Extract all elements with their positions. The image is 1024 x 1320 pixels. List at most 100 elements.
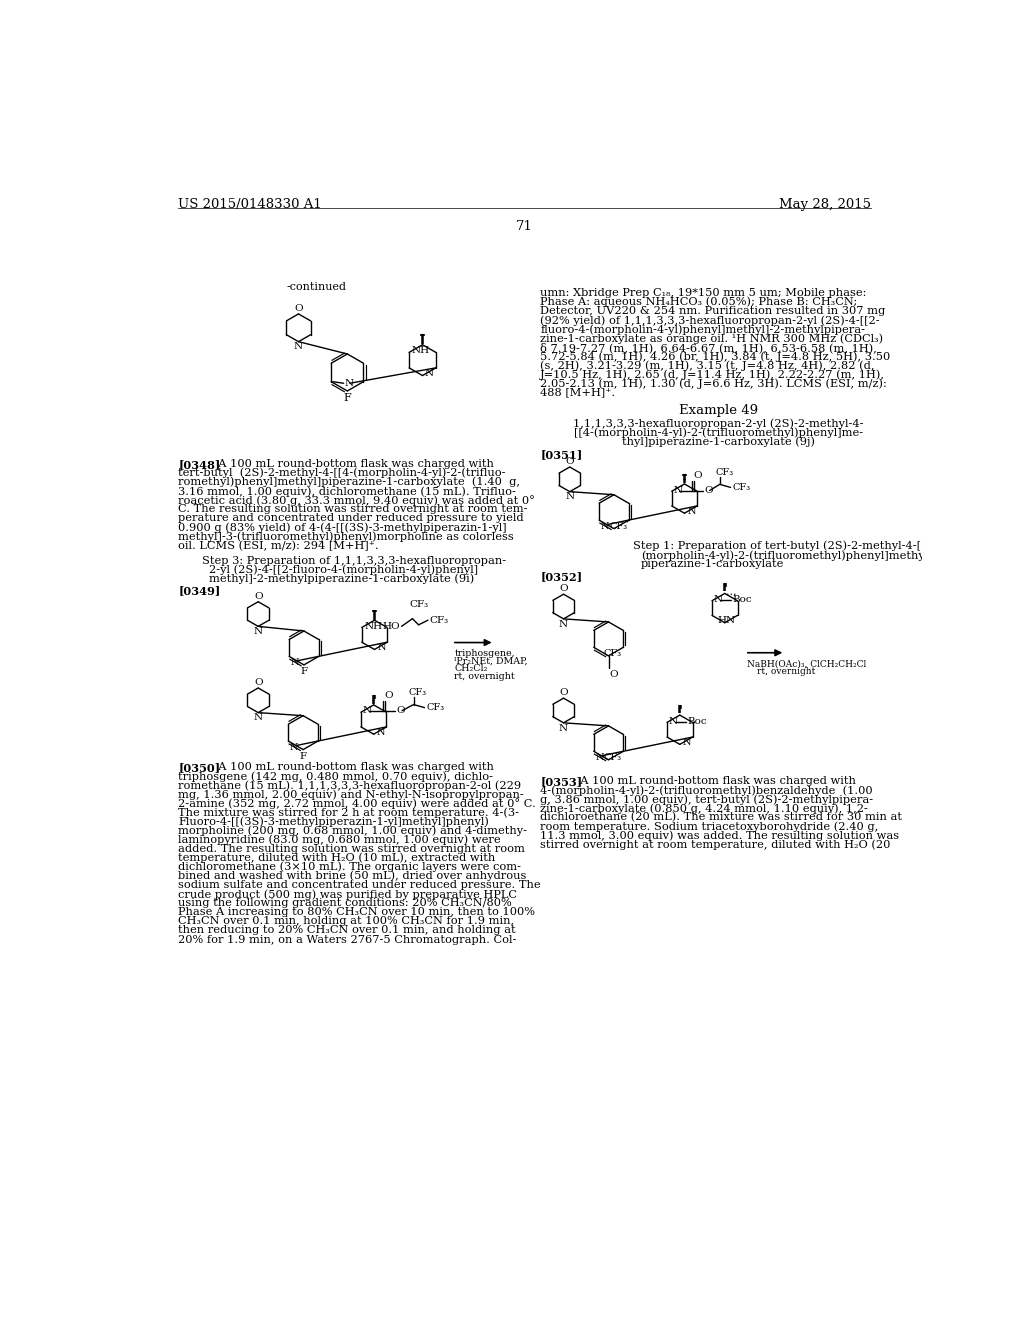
Text: triphosgene,: triphosgene, [455,648,515,657]
Text: umn: Xbridge Prep C₁₈, 19*150 mm 5 um; Mobile phase:: umn: Xbridge Prep C₁₈, 19*150 mm 5 um; M… [541,288,866,298]
Text: F: F [300,752,307,760]
Text: Detector, UV220 & 254 nm. Purification resulted in 307 mg: Detector, UV220 & 254 nm. Purification r… [541,306,886,315]
Text: ...: ... [726,587,737,597]
Text: A 100 mL round-bottom flask was charged with: A 100 mL round-bottom flask was charged … [572,776,856,785]
Text: 2-amine (352 mg, 2.72 mmol, 4.00 equiv) were added at 0° C.: 2-amine (352 mg, 2.72 mmol, 4.00 equiv) … [178,799,537,809]
Text: O: O [559,585,568,594]
Text: N: N [595,752,604,762]
Text: CH₂Cl₂: CH₂Cl₂ [455,664,487,673]
Text: -continued: -continued [287,281,347,292]
Text: May 28, 2015: May 28, 2015 [779,198,871,211]
Text: 0.900 g (83% yield) of 4-(4-[[(3S)-3-methylpiperazin-1-yl]: 0.900 g (83% yield) of 4-(4-[[(3S)-3-met… [178,523,507,533]
Text: triphosgene (142 mg, 0.480 mmol, 0.70 equiv), dichlo-: triphosgene (142 mg, 0.480 mmol, 0.70 eq… [178,771,494,781]
Text: N: N [673,486,682,495]
Text: Boc: Boc [732,595,752,605]
Text: (s, 2H), 3.21-3.29 (m, 1H), 3.15 (t, J=4.8 Hz, 4H), 2.82 (d,: (s, 2H), 3.21-3.29 (m, 1H), 3.15 (t, J=4… [541,360,874,371]
Text: methyl]-3-(trifluoromethyl)phenyl)morpholine as colorless: methyl]-3-(trifluoromethyl)phenyl)morpho… [178,532,514,543]
Text: thyl]piperazine-1-carboxylate (9j): thyl]piperazine-1-carboxylate (9j) [622,437,815,447]
Text: CF₃: CF₃ [715,467,733,477]
Text: dichloroethane (20 mL). The mixture was stirred for 30 min at: dichloroethane (20 mL). The mixture was … [541,812,902,822]
Text: room temperature. Sodium triacetoxyborohydride (2.40 g,: room temperature. Sodium triacetoxyboroh… [541,821,879,832]
Text: 5.72-5.84 (m, 1H), 4.26 (br, 1H), 3.84 (t, J=4.8 Hz, 5H), 3.50: 5.72-5.84 (m, 1H), 4.26 (br, 1H), 3.84 (… [541,351,891,362]
Text: O: O [609,669,617,678]
Text: sodium sulfate and concentrated under reduced pressure. The: sodium sulfate and concentrated under re… [178,880,541,890]
Text: stirred overnight at room temperature, diluted with H₂O (20: stirred overnight at room temperature, d… [541,840,891,850]
Text: 2.05-2.13 (m, 1H), 1.30 (d, J=6.6 Hz, 3H). LCMS (ESI, m/z):: 2.05-2.13 (m, 1H), 1.30 (d, J=6.6 Hz, 3H… [541,379,887,389]
Text: g, 3.86 mmol, 1.00 equiv), tert-butyl (2S)-2-methylpipera-: g, 3.86 mmol, 1.00 equiv), tert-butyl (2… [541,795,873,805]
Text: CF₃: CF₃ [603,752,622,762]
Text: [0351]: [0351] [541,449,583,459]
Text: fluoro-4-(morpholin-4-yl)phenyl]methyl]-2-methylpipera-: fluoro-4-(morpholin-4-yl)phenyl]methyl]-… [541,325,865,335]
Text: perature and concentrated under reduced pressure to yield: perature and concentrated under reduced … [178,513,524,523]
Text: O: O [565,457,574,466]
Text: then reducing to 20% CH₃CN over 0.1 min, and holding at: then reducing to 20% CH₃CN over 0.1 min,… [178,925,516,936]
Text: O: O [705,486,713,495]
Text: N: N [425,368,433,378]
Text: N: N [565,492,574,502]
Text: N: N [291,657,299,667]
Text: NH: NH [412,346,429,355]
Text: 2-yl (2S)-4-[[2-fluoro-4-(morpholin-4-yl)phenyl]: 2-yl (2S)-4-[[2-fluoro-4-(morpholin-4-yl… [209,565,478,576]
Text: N: N [559,619,568,628]
Text: tert-butyl  (2S)-2-methyl-4-[[4-(morpholin-4-yl)-2-(trifluo-: tert-butyl (2S)-2-methyl-4-[[4-(morpholi… [178,467,506,478]
Text: [0352]: [0352] [541,572,583,582]
Text: 1,1,1,3,3,3-hexafluoropropan-2-yl (2S)-2-methyl-4-: 1,1,1,3,3,3-hexafluoropropan-2-yl (2S)-2… [573,418,864,429]
Text: N: N [294,342,303,351]
Text: CF₃: CF₃ [409,601,428,610]
Text: O: O [254,678,262,688]
Text: N: N [601,521,609,531]
Text: N: N [362,706,372,715]
Text: A 100 mL round-bottom flask was charged with: A 100 mL round-bottom flask was charged … [211,459,494,469]
Text: [0349]: [0349] [178,585,220,595]
Text: added. The resulting solution was stirred overnight at room: added. The resulting solution was stirre… [178,843,525,854]
Text: CF₃: CF₃ [603,649,622,657]
Text: [0350]: [0350] [178,762,220,774]
Text: Step 1: Preparation of tert-butyl (2S)-2-methyl-4-[[4-: Step 1: Preparation of tert-butyl (2S)-2… [633,541,937,552]
Text: mg, 1.36 mmol, 2.00 equiv) and N-ethyl-N-isopropylpropan-: mg, 1.36 mmol, 2.00 equiv) and N-ethyl-N… [178,789,524,800]
Text: romethyl)phenyl]methyl]piperazine-1-carboxylate  (1.40  g,: romethyl)phenyl]methyl]piperazine-1-carb… [178,477,520,487]
Text: bined and washed with brine (50 mL), dried over anhydrous: bined and washed with brine (50 mL), dri… [178,871,526,882]
Text: CF₃: CF₃ [609,521,627,531]
Text: N: N [377,727,385,737]
Text: oil. LCMS (ESI, m/z): 294 [M+H]⁺.: oil. LCMS (ESI, m/z): 294 [M+H]⁺. [178,540,379,550]
Text: N: N [254,627,263,636]
Text: J=10.5 Hz, 1H), 2.65 (d, J=11.4 Hz, 1H), 2.22-2.27 (m, 1H),: J=10.5 Hz, 1H), 2.65 (d, J=11.4 Hz, 1H),… [541,370,886,380]
Text: NH: NH [364,622,382,631]
Text: O: O [294,304,303,313]
Text: [0353]: [0353] [541,776,583,787]
Text: F: F [300,667,307,676]
Text: A 100 mL round-bottom flask was charged with: A 100 mL round-bottom flask was charged … [211,762,494,772]
Text: 488 [M+H]⁺.: 488 [M+H]⁺. [541,388,615,397]
Text: 3.16 mmol, 1.00 equiv), dichloromethane (15 mL). Trifluo-: 3.16 mmol, 1.00 equiv), dichloromethane … [178,486,516,496]
Text: N: N [559,723,568,733]
Text: Boc: Boc [687,717,707,726]
Text: N: N [290,743,298,751]
Text: romethane (15 mL). 1,1,1,3,3,3-hexafluoropropan-2-ol (229: romethane (15 mL). 1,1,1,3,3,3-hexafluor… [178,780,521,791]
Text: crude product (500 mg) was purified by preparative HPLC: crude product (500 mg) was purified by p… [178,890,517,900]
Text: [[4-(morpholin-4-yl)-2-(trifluoromethyl)phenyl]me-: [[4-(morpholin-4-yl)-2-(trifluoromethyl)… [574,428,863,438]
Text: Phase A: aqueous NH₄HCO₃ (0.05%); Phase B: CH₃CN;: Phase A: aqueous NH₄HCO₃ (0.05%); Phase … [541,297,857,308]
Text: HO: HO [382,622,400,631]
Text: Example 49: Example 49 [679,404,758,417]
Text: Fluoro-4-[[(3S)-3-methylpiperazin-1-yl]methyl]phenyl): Fluoro-4-[[(3S)-3-methylpiperazin-1-yl]m… [178,816,489,826]
Text: N: N [687,507,695,516]
Text: (morpholin-4-yl)-2-(trifluoromethyl)phenyl]methyl]: (morpholin-4-yl)-2-(trifluoromethyl)phen… [641,550,933,561]
Text: using the following gradient conditions: 20% CH₃CN/80%: using the following gradient conditions:… [178,898,512,908]
Text: δ 7.19-7.27 (m, 1H), 6.64-6.67 (m, 1H), 6.53-6.58 (m, 1H),: δ 7.19-7.27 (m, 1H), 6.64-6.67 (m, 1H), … [541,342,878,352]
Text: rt, overnight: rt, overnight [455,672,515,681]
Text: C. The resulting solution was stirred overnight at room tem-: C. The resulting solution was stirred ov… [178,504,528,513]
Text: NaBH(OAc)₃, ClCH₂CH₂Cl: NaBH(OAc)₃, ClCH₂CH₂Cl [748,660,866,669]
Text: 11.3 mmol, 3.00 equiv) was added. The resulting solution was: 11.3 mmol, 3.00 equiv) was added. The re… [541,830,899,841]
Text: N: N [377,643,386,652]
Text: N: N [683,738,691,747]
Text: US 2015/0148330 A1: US 2015/0148330 A1 [178,198,323,211]
Text: laminopyridine (83.0 mg, 0.680 mmol, 1.00 equiv) were: laminopyridine (83.0 mg, 0.680 mmol, 1.0… [178,834,501,845]
Text: CF₃: CF₃ [426,704,444,711]
Text: CH₃CN over 0.1 min, holding at 100% CH₃CN for 1.9 min,: CH₃CN over 0.1 min, holding at 100% CH₃C… [178,916,514,927]
Text: zine-1-carboxylate as orange oil. ¹H NMR 300 MHz (CDCl₃): zine-1-carboxylate as orange oil. ¹H NMR… [541,333,884,343]
Text: CF₃: CF₃ [409,688,427,697]
Text: [0348]: [0348] [178,459,220,470]
Text: N: N [254,713,263,722]
Text: N: N [714,595,723,605]
Text: O: O [693,471,702,479]
